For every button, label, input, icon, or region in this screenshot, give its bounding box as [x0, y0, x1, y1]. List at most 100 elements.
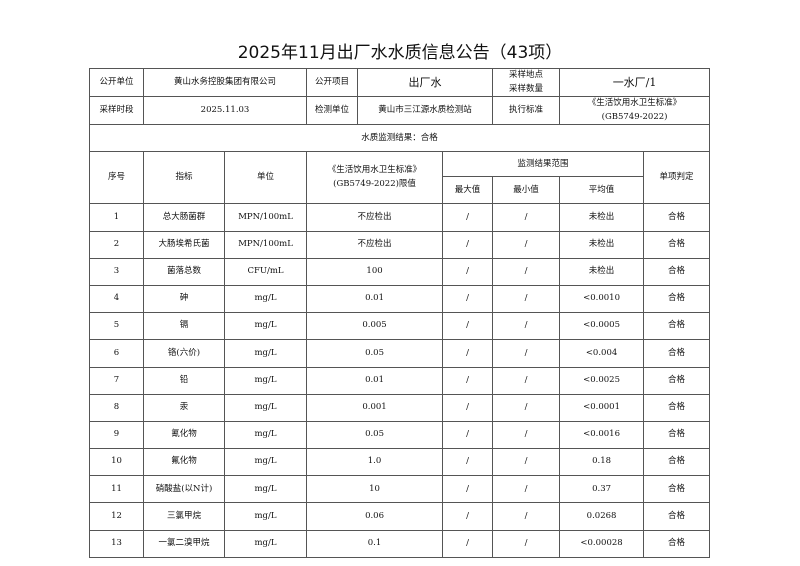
value-line: 《生活饮用水卫生标准》	[587, 98, 682, 109]
table-cell: 合格	[643, 529, 711, 558]
water-quality-table: 公开单位 黄山水务控股集团有限公司 公开项目 出厂水 采样地点 采样数量 一水厂/…	[88, 67, 711, 558]
label: 检测单位	[306, 96, 359, 126]
table-cell: 一氯二溴甲烷	[143, 529, 225, 558]
table-cell: CFU/mL	[223, 257, 308, 286]
label: 执行标准	[492, 96, 561, 126]
col-header: 指标	[143, 151, 225, 205]
table-cell: /	[442, 203, 494, 232]
table-cell: /	[442, 448, 494, 477]
table-cell: /	[442, 257, 494, 286]
table-cell: /	[492, 312, 561, 341]
table-cell: 10	[89, 448, 144, 477]
table-cell: mg/L	[223, 284, 308, 314]
table-cell: /	[492, 529, 561, 558]
table-cell: /	[492, 284, 561, 314]
table-row: 4 砷 mg/L 0.01// <0.0010 合格	[89, 284, 711, 314]
table-cell: 不应检出	[306, 230, 444, 259]
info-row-2: 采样时段 2025.11.03 检测单位 黄山市三江源水质检测站 执行标准 《生…	[89, 96, 711, 126]
table-cell: 0.005	[306, 312, 444, 341]
table-cell: 11	[89, 475, 144, 504]
table-cell: <0.0025	[559, 366, 645, 395]
table-cell: 合格	[643, 475, 711, 504]
table-row: 8 汞 mg/L 0.001// <0.0001 合格	[89, 393, 711, 422]
col-header: 监测结果范围	[442, 151, 645, 178]
col-header: 《生活饮用水卫生标准》 (GB5749-2022)限值	[306, 151, 444, 205]
table-cell: 三氯甲烷	[143, 502, 225, 531]
table-row: 6 铬(六价) mg/L 0.05// <0.004 合格	[89, 339, 711, 368]
value-line: (GB5749-2022)	[601, 111, 668, 122]
table-cell: 0.05	[306, 420, 444, 450]
table-row: 11 硝酸盐(以N计) mg/L 10//0.37 合格	[89, 475, 711, 504]
header-row: 序号 指标 单位 《生活饮用水卫生标准》 (GB5749-2022)限值 监测结果…	[89, 151, 711, 205]
table-cell: 0.1	[306, 529, 444, 558]
table-cell: 铬(六价)	[143, 339, 225, 368]
table-cell: <0.00028	[559, 529, 645, 558]
table-cell: 3	[89, 257, 144, 286]
table-cell: /	[442, 420, 494, 450]
table-cell: 8	[89, 393, 144, 422]
table-cell: 7	[89, 366, 144, 395]
table-cell: 合格	[643, 393, 711, 422]
table-cell: 合格	[643, 448, 711, 477]
value: 黄山市三江源水质检测站	[357, 96, 494, 126]
table-cell: 硝酸盐(以N计)	[143, 475, 225, 504]
table-cell: 未检出	[559, 257, 645, 286]
table-cell: 合格	[643, 339, 711, 368]
table-cell: /	[492, 230, 561, 259]
label: 公开单位	[89, 67, 144, 98]
table-cell: mg/L	[223, 475, 308, 504]
table-cell: 0.06	[306, 502, 444, 531]
table-cell: 氟化物	[143, 448, 225, 477]
col-header: 序号	[89, 151, 144, 205]
table-cell: 合格	[643, 284, 711, 314]
value: 黄山水务控股集团有限公司	[142, 67, 308, 98]
table-cell: mg/L	[223, 393, 308, 422]
table-cell: 10	[306, 475, 444, 504]
table-cell: /	[442, 230, 494, 259]
col-header: 平均值	[559, 176, 645, 205]
table-row: 1 总大肠菌群 MPN/100mL 不应检出 / / 未检出 合格	[89, 203, 711, 232]
table-row: 13 一氯二溴甲烷 mg/L 0.1// <0.00028 合格	[89, 529, 711, 558]
label-line: 采样地点	[509, 70, 544, 80]
table-cell: 铅	[143, 366, 225, 395]
value: 2025.11.03	[142, 96, 308, 126]
table-cell: /	[492, 366, 561, 395]
col-header: 最小值	[492, 176, 561, 205]
table-cell: mg/L	[223, 312, 308, 341]
info-row-1: 公开单位 黄山水务控股集团有限公司 公开项目 出厂水 采样地点 采样数量 一水厂/…	[89, 67, 711, 98]
table-cell: 1.0	[306, 448, 444, 477]
table-cell: /	[492, 502, 561, 531]
table-cell: mg/L	[223, 339, 308, 368]
table-cell: 未检出	[559, 203, 645, 232]
table-cell: /	[442, 502, 494, 531]
label: 采样时段	[89, 96, 144, 126]
page-title: 2025年11月出厂水水质信息公告（43项）	[237, 43, 563, 63]
table-cell: 合格	[643, 502, 711, 531]
table-cell: 大肠埃希氏菌	[143, 230, 225, 259]
table-cell: mg/L	[223, 448, 308, 477]
table-cell: <0.004	[559, 339, 645, 368]
table-cell: 1	[89, 203, 144, 232]
table-cell: mg/L	[223, 366, 308, 395]
table-row: 7 铅 mg/L 0.01// <0.0025 合格	[89, 366, 711, 395]
value: 一水厂/1	[559, 67, 711, 98]
table-cell: /	[442, 393, 494, 422]
table-cell: 100	[306, 257, 444, 286]
table-cell: mg/L	[223, 420, 308, 450]
table-cell: /	[442, 366, 494, 395]
value: 出厂水	[357, 67, 494, 98]
table-row: 10 氟化物 mg/L 1.0//0.18 合格	[89, 448, 711, 477]
table-cell: 砷	[143, 284, 225, 314]
table-cell: /	[492, 339, 561, 368]
table-cell: mg/L	[223, 502, 308, 531]
table-cell: <0.0010	[559, 284, 645, 314]
table-cell: /	[492, 257, 561, 286]
table-cell: 0.001	[306, 393, 444, 422]
table-cell: 合格	[643, 203, 711, 232]
table-cell: /	[442, 339, 494, 368]
table-cell: 0.05	[306, 339, 444, 368]
table-cell: 菌落总数	[143, 257, 225, 286]
table-row: 3 菌落总数 CFU/mL 100// 未检出 合格	[89, 257, 711, 286]
table-cell: 0.0268	[559, 502, 645, 531]
table-cell: 13	[89, 529, 144, 558]
